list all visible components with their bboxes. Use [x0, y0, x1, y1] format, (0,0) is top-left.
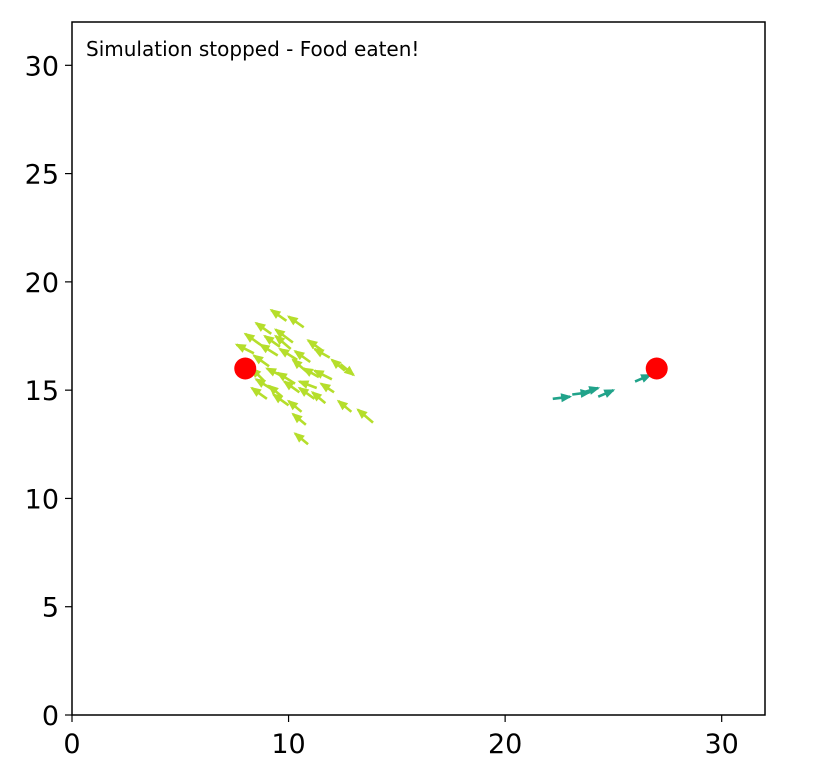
agent-arrow — [278, 347, 298, 361]
agent-arrow — [312, 369, 333, 381]
food-markers — [234, 357, 668, 380]
agent-arrow — [293, 432, 309, 446]
agent-arrow — [297, 386, 316, 400]
agent-arrow — [297, 380, 318, 390]
agent-arrow — [254, 378, 275, 392]
y-tick-label: 15 — [25, 376, 59, 407]
agent-arrow — [286, 315, 305, 329]
plot-frame — [71, 21, 766, 716]
agent-arrow — [319, 382, 335, 394]
agent-arrow — [597, 388, 616, 398]
agent-arrow — [552, 393, 573, 403]
x-tick-label: 30 — [705, 729, 739, 760]
agent-arrow — [301, 367, 320, 379]
agent-arrow — [330, 358, 346, 372]
agent-arrow — [263, 334, 281, 348]
agent-arrow — [312, 347, 331, 359]
y-tick-label: 10 — [25, 484, 59, 515]
x-tick-label: 20 — [488, 729, 522, 760]
y-tick-label: 30 — [25, 51, 59, 82]
agent-arrow — [582, 386, 601, 395]
agent-arrow — [250, 386, 268, 400]
agent-arrow — [234, 343, 255, 355]
agent-arrow — [287, 399, 303, 413]
agent-arrow — [293, 350, 311, 364]
agent-arrow — [254, 321, 272, 335]
agent-arrow — [258, 343, 279, 357]
agent-arrow — [276, 371, 296, 385]
x-axis-ticks: 0 10 20 30 — [63, 715, 739, 760]
agent-arrow — [243, 332, 262, 346]
y-tick-label: 20 — [25, 268, 59, 299]
agent-arrow — [282, 380, 301, 394]
agent-arrow — [274, 334, 292, 350]
agent-arrow — [269, 308, 288, 322]
agent-arrows — [234, 308, 653, 446]
food-marker — [234, 357, 257, 380]
agent-arrow — [356, 408, 374, 424]
agent-arrow — [336, 399, 353, 413]
food-marker — [645, 357, 668, 380]
y-tick-label: 0 — [42, 701, 59, 732]
agent-arrow — [252, 354, 270, 368]
x-tick-label: 10 — [271, 729, 305, 760]
x-tick-label: 0 — [63, 729, 80, 760]
agent-arrow — [291, 412, 307, 426]
y-tick-label: 25 — [25, 160, 59, 191]
agent-arrow — [310, 391, 327, 405]
y-axis-ticks: 0 5 10 15 20 25 30 — [25, 51, 72, 732]
status-text: Simulation stopped - Food eaten! — [86, 37, 419, 61]
agent-arrow — [339, 363, 356, 377]
agent-arrow — [273, 328, 294, 344]
y-tick-label: 5 — [42, 593, 59, 624]
